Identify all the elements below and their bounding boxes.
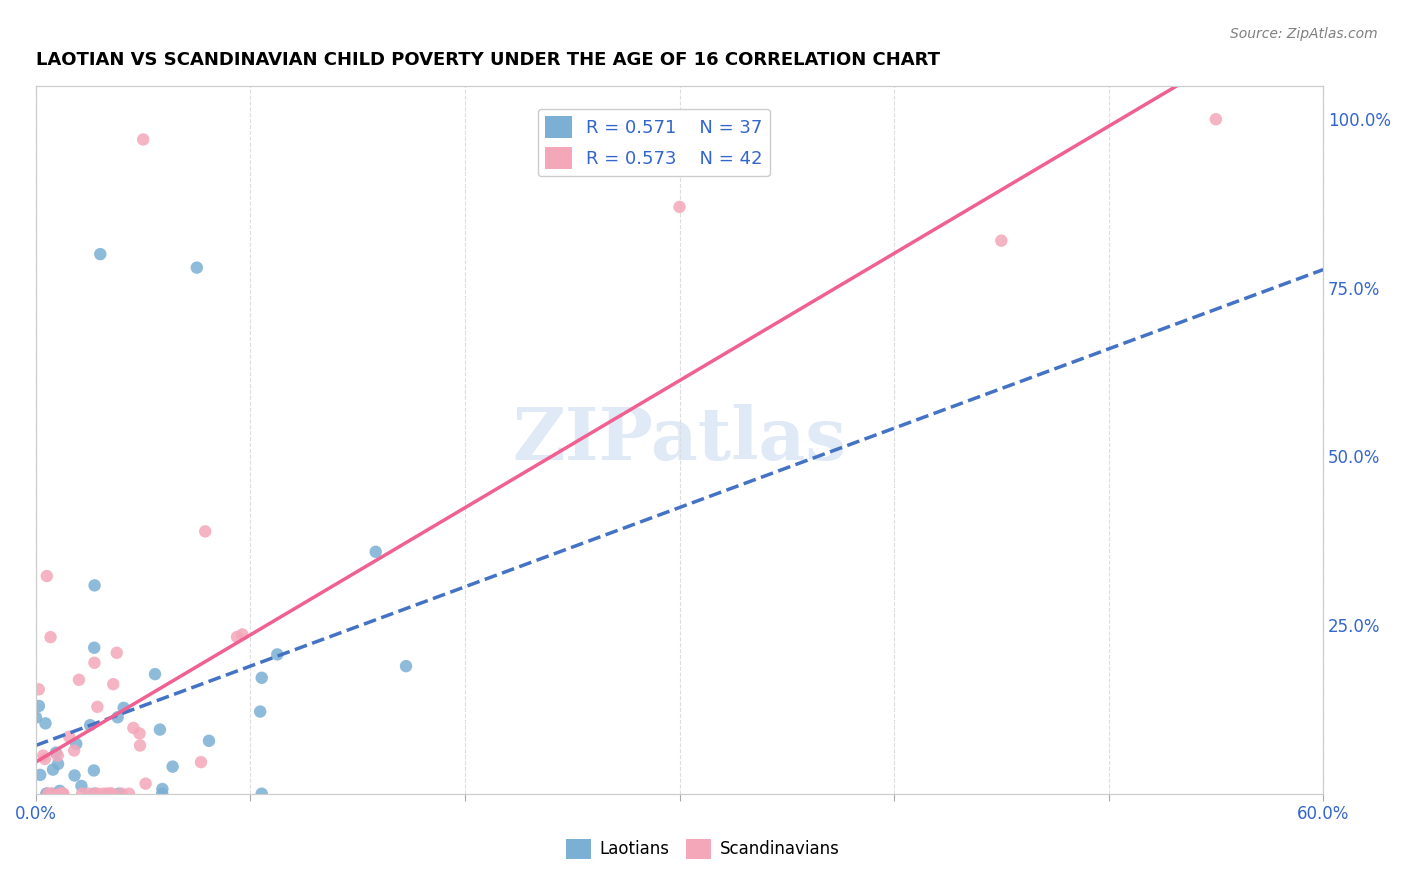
- Scandinavians: [990, 234, 1012, 248]
- Text: Source: ZipAtlas.com: Source: ZipAtlas.com: [1230, 27, 1378, 41]
- Scandinavians: [194, 524, 217, 539]
- Laotians: [162, 759, 184, 773]
- Scandinavians: [41, 787, 63, 801]
- Scandinavians: [231, 627, 253, 641]
- Scandinavians: [63, 743, 86, 757]
- Laotians: [150, 787, 173, 801]
- Scandinavians: [86, 699, 108, 714]
- Scandinavians: [128, 726, 150, 740]
- Laotians: [149, 723, 172, 737]
- Laotians: [83, 764, 105, 778]
- Scandinavians: [86, 787, 108, 801]
- Scandinavians: [110, 787, 132, 801]
- Scandinavians: [103, 677, 125, 691]
- Scandinavians: [52, 787, 75, 801]
- Scandinavians: [100, 787, 122, 801]
- Scandinavians: [100, 787, 122, 801]
- Scandinavians: [35, 569, 58, 583]
- Laotians: [48, 784, 70, 798]
- Scandinavians: [52, 787, 75, 801]
- Laotians: [35, 787, 58, 801]
- Laotians: [108, 787, 131, 801]
- Scandinavians: [49, 787, 72, 801]
- Scandinavians: [32, 748, 55, 763]
- Laotians: [42, 763, 65, 777]
- Laotians: [28, 698, 51, 713]
- Laotians: [186, 260, 208, 275]
- Laotians: [83, 787, 105, 801]
- Legend: Laotians, Scandinavians: Laotians, Scandinavians: [560, 832, 846, 866]
- Scandinavians: [46, 748, 69, 763]
- Laotians: [46, 756, 69, 771]
- Scandinavians: [93, 787, 115, 801]
- Scandinavians: [96, 787, 118, 801]
- Laotians: [34, 716, 56, 731]
- Scandinavians: [37, 787, 59, 801]
- Scandinavians: [190, 755, 212, 769]
- Scandinavians: [98, 787, 121, 801]
- Scandinavians: [67, 673, 90, 687]
- Laotians: [63, 768, 86, 782]
- Laotians: [250, 671, 273, 685]
- Text: LAOTIAN VS SCANDINAVIAN CHILD POVERTY UNDER THE AGE OF 16 CORRELATION CHART: LAOTIAN VS SCANDINAVIAN CHILD POVERTY UN…: [37, 51, 941, 69]
- Scandinavians: [118, 787, 141, 801]
- Laotians: [49, 787, 72, 801]
- Laotians: [25, 710, 48, 724]
- Laotians: [266, 648, 288, 662]
- Scandinavians: [49, 787, 72, 801]
- Scandinavians: [668, 200, 690, 214]
- Laotians: [250, 787, 273, 801]
- Scandinavians: [77, 787, 100, 801]
- Laotians: [30, 768, 52, 782]
- Legend: R = 0.571    N = 37, R = 0.573    N = 42: R = 0.571 N = 37, R = 0.573 N = 42: [537, 109, 770, 177]
- Scandinavians: [84, 787, 107, 801]
- Laotians: [83, 578, 105, 592]
- Laotians: [249, 705, 271, 719]
- Laotians: [150, 782, 173, 797]
- Scandinavians: [105, 646, 128, 660]
- Scandinavians: [1205, 112, 1227, 127]
- Scandinavians: [129, 739, 152, 753]
- Laotians: [143, 667, 166, 681]
- Scandinavians: [34, 752, 56, 766]
- Laotians: [65, 737, 87, 751]
- Laotians: [70, 779, 93, 793]
- Scandinavians: [122, 721, 145, 735]
- Scandinavians: [70, 787, 93, 801]
- Scandinavians: [226, 630, 249, 644]
- Laotians: [79, 718, 101, 732]
- Scandinavians: [39, 630, 62, 644]
- Laotians: [41, 787, 63, 801]
- Scandinavians: [58, 730, 80, 744]
- Text: ZIPatlas: ZIPatlas: [512, 404, 846, 475]
- Laotians: [395, 659, 418, 673]
- Laotians: [35, 787, 58, 801]
- Laotians: [107, 710, 129, 724]
- Laotians: [45, 746, 67, 760]
- Laotians: [112, 701, 135, 715]
- Scandinavians: [132, 132, 155, 146]
- Laotians: [89, 247, 111, 261]
- Scandinavians: [28, 682, 51, 697]
- Laotians: [83, 640, 105, 655]
- Scandinavians: [135, 777, 157, 791]
- Scandinavians: [83, 656, 105, 670]
- Laotians: [364, 545, 387, 559]
- Laotians: [198, 734, 221, 748]
